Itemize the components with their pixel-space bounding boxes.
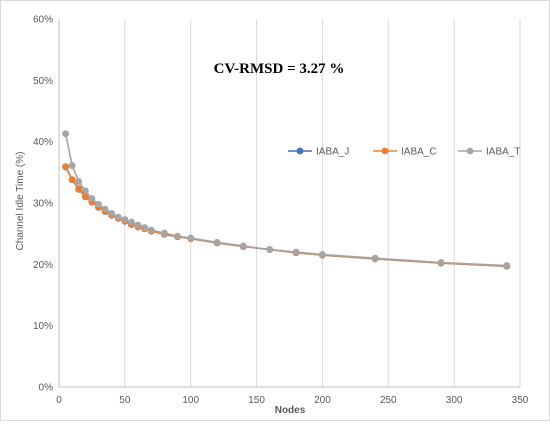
- data-point-iaba-c: [68, 176, 76, 184]
- legend-swatch-marker: [381, 147, 389, 155]
- data-point-iaba-t: [174, 232, 181, 240]
- x-tick-label: 250: [380, 395, 397, 406]
- data-point-iaba-c: [81, 193, 89, 201]
- data-point-iaba-t: [101, 205, 109, 213]
- data-point-iaba-t: [292, 248, 300, 256]
- x-tick-label: 0: [56, 395, 62, 406]
- data-point-iaba-t: [240, 242, 247, 250]
- y-tick-label: 30%: [33, 199, 53, 210]
- data-point-iaba-t: [147, 226, 155, 234]
- legend: IABA_J IABA_C IABA_T: [288, 147, 520, 158]
- x-tick-label: 100: [182, 395, 199, 406]
- legend-swatch-marker: [466, 147, 474, 155]
- y-tick-label: 60%: [33, 15, 53, 26]
- y-axis-title: Channel Idle Time (%): [15, 152, 26, 251]
- data-point-iaba-t: [371, 254, 379, 262]
- data-point-iaba-t: [108, 210, 116, 217]
- data-point-iaba-t: [68, 162, 76, 169]
- x-tick-label: 300: [446, 395, 463, 406]
- x-tick-label: 350: [512, 395, 529, 406]
- data-point-iaba-t: [128, 218, 135, 226]
- y-tick-label: 50%: [33, 76, 53, 87]
- data-point-iaba-t: [88, 195, 96, 203]
- axis-layer: 0 50 100 150 200 250 300 350 0% 10% 20% 30% 40% 50% 60…: [33, 15, 529, 407]
- data-point-iaba-t: [319, 251, 326, 258]
- data-point-iaba-t: [213, 238, 221, 246]
- data-point-iaba-t: [187, 234, 195, 242]
- series-iaba-t: [62, 130, 511, 269]
- data-point-iaba-t: [121, 216, 129, 223]
- x-tick-label: 200: [314, 395, 331, 406]
- y-tick-label: 0%: [39, 383, 54, 394]
- legend-label: IABA_T: [486, 147, 520, 158]
- y-tick-label: 20%: [33, 260, 53, 271]
- legend-item-iaba-j: IABA_J: [288, 147, 349, 158]
- data-point-iaba-t: [266, 246, 274, 254]
- annotation-text: CV-RMSD = 3.27 %: [214, 61, 345, 77]
- data-point-iaba-t: [503, 262, 511, 269]
- legend-item-iaba-t: IABA_T: [458, 147, 520, 158]
- y-tick-label: 10%: [33, 321, 53, 332]
- x-tick-label: 150: [248, 395, 265, 406]
- legend-item-iaba-c: IABA_C: [373, 147, 437, 158]
- data-point-iaba-t: [95, 200, 102, 208]
- data-point-iaba-c: [62, 163, 69, 171]
- data-point-iaba-c: [75, 186, 83, 193]
- x-axis-title: Nodes: [275, 405, 306, 416]
- data-point-iaba-t: [134, 221, 142, 229]
- legend-label: IABA_C: [401, 147, 437, 158]
- x-tick-label: 50: [119, 395, 131, 406]
- data-point-iaba-t: [160, 229, 168, 237]
- data-point-iaba-t: [81, 187, 89, 195]
- grid-layer: [124, 19, 521, 387]
- legend-label: IABA_J: [316, 147, 349, 158]
- y-tick-label: 40%: [33, 137, 53, 148]
- data-point-iaba-t: [437, 259, 445, 266]
- data-point-iaba-t: [141, 224, 149, 231]
- data-point-iaba-t: [114, 213, 122, 221]
- data-point-iaba-t: [75, 178, 83, 185]
- series-layer: [62, 130, 511, 270]
- data-point-iaba-t: [62, 130, 69, 138]
- legend-swatch-marker: [296, 147, 304, 155]
